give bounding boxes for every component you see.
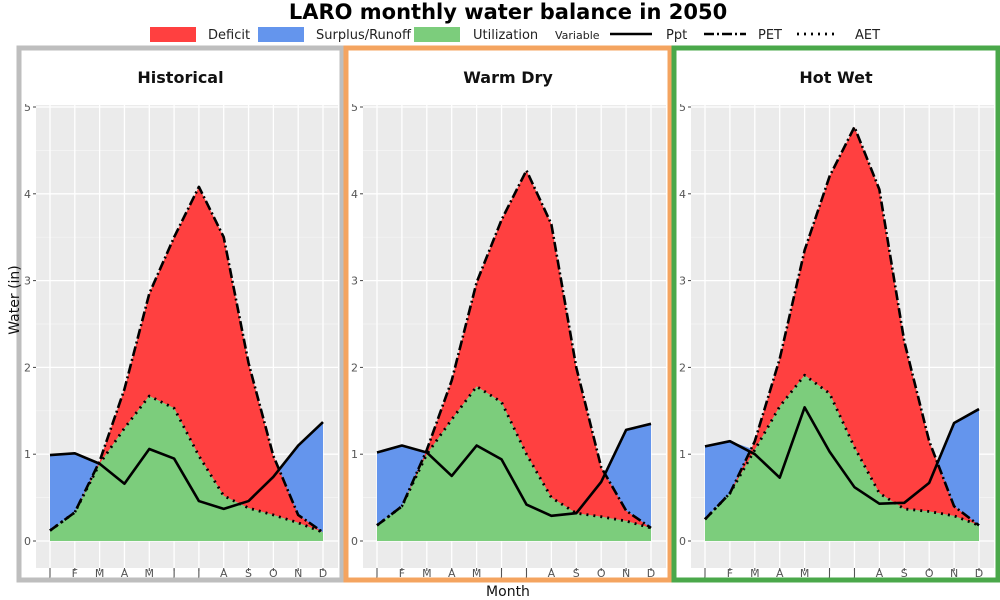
panel-warm-dry: 0 1 2 3 4 5 J F M A M J J A S O N D Warm Dry	[343, 45, 673, 583]
legend-variable-title: Variable	[555, 29, 600, 42]
y-tick-label: 3	[351, 275, 358, 288]
x-tick-label: J	[702, 567, 706, 580]
y-tick-label: 2	[679, 361, 686, 374]
panel-border	[343, 45, 673, 583]
panel-strip	[349, 52, 667, 104]
x-tick-label: O	[925, 567, 934, 580]
x-tick-label: S	[245, 567, 252, 580]
panel-border	[671, 45, 1000, 583]
y-tick-label: 1	[351, 448, 358, 461]
line-aet	[703, 373, 980, 527]
x-tick-label: N	[622, 567, 630, 580]
x-tick-label: N	[294, 567, 302, 580]
area-deficit	[50, 186, 323, 533]
panel-title: Historical	[137, 68, 223, 87]
legend-swatch-utilization	[414, 27, 460, 42]
y-tick-label: 1	[679, 448, 686, 461]
legend-label-deficit: Deficit	[208, 28, 250, 43]
x-tick-label: M	[800, 567, 810, 580]
y-tick-label: 0	[679, 535, 686, 548]
x-tick-label: A	[876, 567, 884, 580]
y-tick-label: 4	[24, 188, 31, 201]
area-deficit	[377, 170, 651, 528]
y-axis-label: Water (in)	[7, 265, 23, 335]
legend-label-pet: PET	[758, 28, 782, 43]
line-pet	[704, 125, 980, 527]
area-utilization	[377, 386, 651, 541]
chart-title: LARO monthly water balance in 2050	[289, 0, 727, 24]
y-tick-label: 0	[351, 535, 358, 548]
x-tick-label: J	[827, 567, 831, 580]
area-deficit	[705, 126, 979, 526]
y-tick-label: 2	[24, 361, 31, 374]
x-tick-label: J	[499, 567, 503, 580]
panel-title: Warm Dry	[463, 68, 553, 87]
x-tick-label: A	[220, 567, 228, 580]
x-tick-label: J	[47, 567, 51, 580]
legend-label-utilization: Utilization	[473, 28, 538, 43]
x-tick-label: N	[950, 567, 958, 580]
legend-label-ppt: Ppt	[666, 28, 687, 43]
x-tick-label: D	[647, 567, 655, 580]
x-tick-label: D	[319, 567, 327, 580]
legend-label-surplus: Surplus/Runoff	[316, 28, 412, 43]
line-aet	[376, 385, 652, 530]
line-ppt	[49, 421, 324, 511]
area-utilization	[50, 396, 323, 541]
x-tick-label: M	[750, 567, 760, 580]
panel-strip	[22, 52, 339, 104]
x-tick-label: A	[548, 567, 556, 580]
y-tick-label: 2	[351, 361, 358, 374]
x-tick-label: J	[852, 567, 856, 580]
x-tick-label: J	[524, 567, 528, 580]
panel-historical: 0 1 2 3 4 5 J F M A M J J A S O N D Historical	[16, 45, 345, 583]
legend-swatch-surplus	[258, 27, 304, 42]
x-tick-label: M	[422, 567, 432, 580]
x-tick-label: M	[145, 567, 155, 580]
x-tick-label: F	[72, 567, 78, 580]
panel-border	[16, 45, 345, 583]
y-tick-label: 5	[24, 101, 31, 114]
legend-swatch-deficit	[150, 27, 196, 42]
x-tick-label: F	[399, 567, 405, 580]
x-tick-label: O	[269, 567, 278, 580]
panel-hot-wet: 0 1 2 3 4 5 J F M A M J J A S O N D Hot Wet	[671, 45, 1000, 583]
x-tick-label: S	[573, 567, 580, 580]
y-tick-label: 1	[24, 448, 31, 461]
panel-title: Hot Wet	[799, 68, 873, 87]
legend-label-aet: AET	[855, 28, 880, 43]
x-tick-label: J	[374, 567, 378, 580]
x-tick-label: M	[472, 567, 482, 580]
y-tick-label: 4	[679, 188, 686, 201]
x-tick-label: A	[776, 567, 784, 580]
x-tick-label: A	[121, 567, 129, 580]
x-tick-label: J	[196, 567, 200, 580]
y-tick-label: 3	[679, 275, 686, 288]
x-tick-label: S	[901, 567, 908, 580]
y-tick-label: 5	[351, 101, 358, 114]
panel-strip	[677, 52, 995, 104]
y-tick-label: 0	[24, 535, 31, 548]
x-tick-label: D	[975, 567, 983, 580]
line-pet	[376, 169, 652, 530]
x-tick-label: O	[597, 567, 606, 580]
line-ppt	[704, 406, 980, 505]
y-tick-label: 3	[24, 275, 31, 288]
y-tick-label: 5	[679, 101, 686, 114]
area-utilization	[705, 375, 979, 541]
x-tick-label: F	[727, 567, 733, 580]
x-tick-label: M	[95, 567, 105, 580]
legend: Deficit Surplus/Runoff Utilization Varia…	[150, 27, 880, 43]
x-tick-label: A	[448, 567, 456, 580]
x-tick-label: J	[171, 567, 175, 580]
x-axis-label: Month	[486, 584, 530, 600]
y-tick-label: 4	[351, 188, 358, 201]
